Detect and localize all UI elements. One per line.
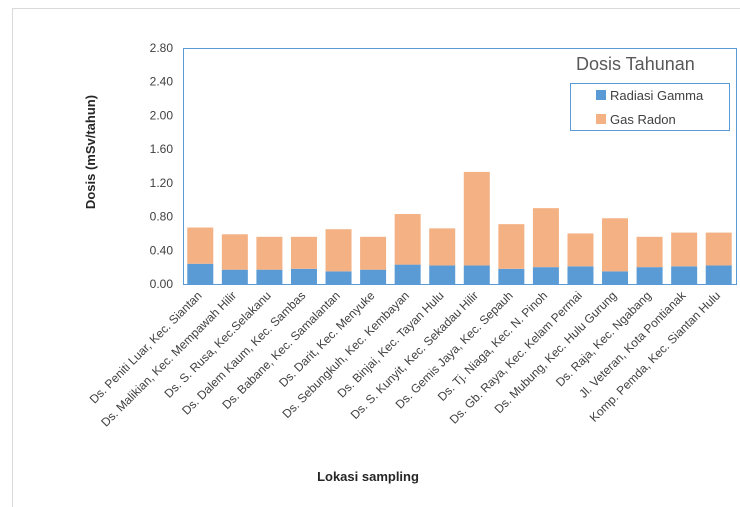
bar-gas-radon — [705, 232, 732, 266]
bar-gas-radon — [187, 227, 214, 264]
bar-gas-radon — [567, 233, 594, 267]
bar-gas-radon — [636, 236, 663, 268]
y-tick-label: 2.40 — [150, 75, 174, 89]
bars — [187, 171, 732, 284]
bar-gas-radon — [532, 208, 559, 268]
bar-gas-radon — [602, 218, 629, 272]
legend-label-radiasi-gamma: Radiasi Gamma — [610, 88, 704, 103]
x-axis-title: Lokasi sampling — [317, 469, 419, 484]
y-tick-label: 0.40 — [150, 243, 174, 257]
legend-swatch-gas-radon — [596, 114, 606, 124]
bar-radiasi-gamma — [325, 271, 352, 284]
bar-radiasi-gamma — [256, 269, 283, 284]
bar-gas-radon — [290, 236, 317, 269]
bar-gas-radon — [256, 236, 283, 270]
bar-radiasi-gamma — [463, 265, 490, 284]
bar-radiasi-gamma — [532, 267, 559, 284]
bar-radiasi-gamma — [705, 265, 732, 284]
bar-gas-radon — [671, 232, 698, 267]
legend-label-gas-radon: Gas Radon — [610, 112, 676, 127]
bar-radiasi-gamma — [498, 268, 525, 284]
y-tick-label: 1.20 — [150, 176, 174, 190]
bar-gas-radon — [463, 171, 490, 266]
plot-area — [183, 48, 737, 285]
y-tick-label: 1.60 — [150, 142, 174, 156]
bar-radiasi-gamma — [429, 265, 456, 284]
bar-gas-radon — [360, 236, 387, 270]
y-axis-title: Dosis (mSv/tahun) — [83, 95, 98, 209]
bar-radiasi-gamma — [671, 266, 698, 284]
bar-gas-radon — [498, 224, 525, 269]
chart-area — [12, 8, 740, 507]
legend-title: Dosis Tahunan — [576, 54, 695, 74]
bar-radiasi-gamma — [394, 264, 421, 284]
bar-radiasi-gamma — [360, 269, 387, 284]
bar-radiasi-gamma — [636, 267, 663, 284]
bar-gas-radon — [394, 214, 421, 265]
legend-swatch-radiasi-gamma — [596, 90, 606, 100]
bar-gas-radon — [429, 228, 456, 266]
y-tick-label: 0.80 — [150, 210, 174, 224]
y-tick-label: 0.00 — [150, 277, 174, 291]
x-tick-label: Ds. Malikian, Kec. Mempawah Hilir — [98, 288, 239, 429]
bar-radiasi-gamma — [602, 271, 629, 284]
bar-radiasi-gamma — [567, 266, 594, 284]
bar-radiasi-gamma — [187, 263, 214, 284]
bar-radiasi-gamma — [221, 269, 248, 284]
legend: Dosis Tahunan Radiasi Gamma Gas Radon — [570, 54, 730, 131]
y-axis-ticks: 0.00 0.40 0.80 1.20 1.60 2.00 2.40 2.80 — [150, 41, 174, 291]
bar-gas-radon — [325, 229, 352, 272]
y-tick-label: 2.00 — [150, 108, 174, 122]
bar-gas-radon — [221, 234, 248, 270]
y-tick-label: 2.80 — [150, 41, 174, 55]
bar-radiasi-gamma — [290, 268, 317, 284]
